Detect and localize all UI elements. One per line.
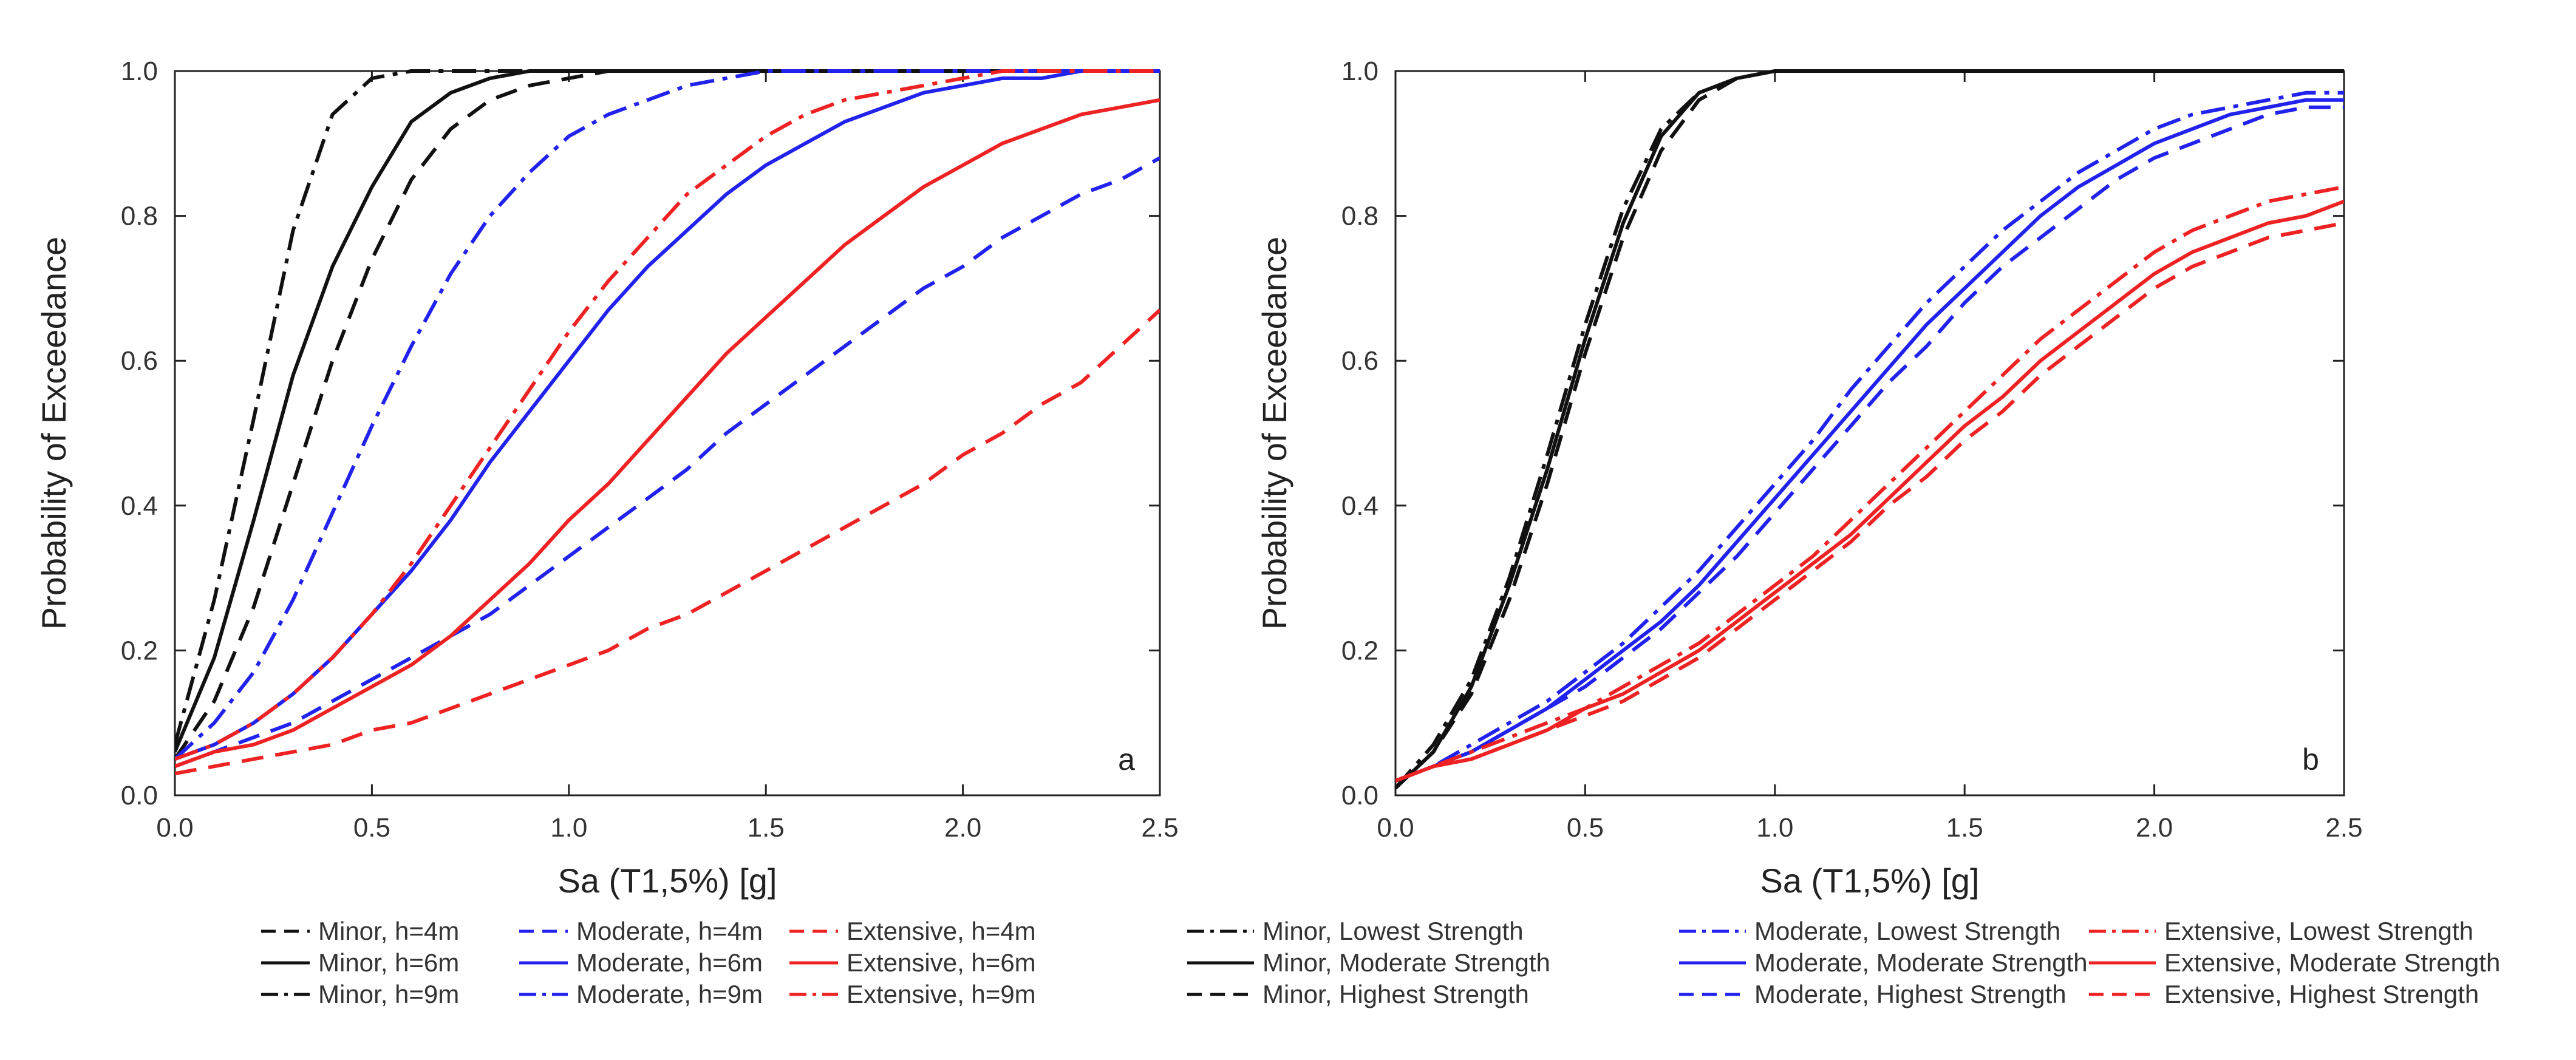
series-line-b-4 — [1395, 90, 2344, 783]
legend-label: Moderate, Lowest Strength — [1754, 917, 2060, 945]
plot-frame — [1394, 70, 2345, 797]
x-tick-label: 0.5 — [1567, 813, 1604, 843]
y-tick-label: 0.0 — [121, 781, 158, 810]
panel-label: b — [2302, 742, 2319, 776]
series-line-b-3 — [1395, 69, 2344, 790]
y-tick-label: 0.8 — [121, 202, 158, 231]
legend-label: Extensive, h=4m — [847, 917, 1036, 945]
x-tick-label: 0.0 — [1377, 813, 1414, 843]
x-tick-label: 2.0 — [2136, 813, 2173, 843]
panel-label: a — [1118, 742, 1135, 776]
series-line-b-5 — [1395, 98, 2344, 783]
chart-panel-b: 0.0 0.5 1.0 1.5 2.0 2.5 0.0 0.2 0.4 0.6 0.8 1.0 Sa (… — [1187, 56, 2500, 1008]
legend-label: Moderate, h=9m — [576, 980, 763, 1008]
series-line-a-8 — [175, 69, 1160, 761]
y-axis-title: Probability of Exceedance — [35, 237, 73, 630]
series-line-b-6 — [1395, 105, 2344, 783]
x-tick-label: 2.5 — [1141, 813, 1178, 843]
x-tick-label: 1.0 — [550, 813, 587, 843]
legend-label: Minor, h=4m — [318, 917, 459, 945]
series-line-b-2 — [1395, 69, 2344, 790]
legend-label: Minor, h=9m — [318, 980, 459, 1008]
x-axis-title: Sa (T1,5%) [g] — [557, 861, 777, 900]
series-line-a-7 — [175, 69, 1160, 746]
y-tick-label: 0.8 — [1341, 202, 1378, 231]
legend-label: Minor, Highest Strength — [1262, 980, 1529, 1008]
y-tick-label: 0.4 — [121, 491, 158, 521]
series-group — [1395, 69, 2344, 790]
series-line-b-1 — [1395, 69, 2344, 790]
series-group — [175, 69, 1160, 776]
series-line-a-2 — [175, 156, 1160, 769]
legend-label: Extensive, Moderate Strength — [2164, 948, 2500, 977]
x-axis-title: Sa (T1,5%) [g] — [1760, 861, 1979, 900]
series-line-a-9 — [175, 69, 1160, 761]
legend-label: Extensive, h=6m — [847, 948, 1036, 977]
y-tick-label: 0.2 — [1341, 636, 1378, 665]
y-tick-label: 0.4 — [1341, 491, 1378, 521]
series-line-a-1 — [175, 69, 1160, 760]
legend-b: Minor, Lowest Strength Minor, Moderate St… — [1187, 917, 2500, 1008]
x-tick-label: 2.5 — [2325, 813, 2362, 843]
legend-label: Minor, h=6m — [318, 948, 459, 977]
series-line-a-6 — [175, 98, 1160, 769]
y-tick-label: 0.0 — [1341, 781, 1378, 810]
x-tick-label: 1.5 — [1946, 813, 1983, 843]
plot-frame — [174, 70, 1161, 797]
legend-label: Moderate, Highest Strength — [1754, 980, 2067, 1008]
legend-a: Minor, h=4m Moderate, h=4m Extensive, h=4m… — [261, 917, 1036, 1008]
series-line-b-9 — [1395, 221, 2344, 783]
legend-label: Moderate, h=6m — [576, 948, 763, 977]
legend-label: Extensive, Highest Strength — [2164, 980, 2479, 1008]
x-tick-label: 0.0 — [156, 813, 193, 843]
series-line-a-5 — [175, 69, 1160, 761]
series-line-b-7 — [1395, 185, 2344, 783]
y-tick-label: 1.0 — [121, 56, 158, 86]
x-tick-label: 1.5 — [748, 813, 785, 843]
y-axis-title: Probability of Exceedance — [1255, 237, 1293, 630]
legend-label: Extensive, Lowest Strength — [2164, 917, 2473, 945]
legend-label: Moderate, Moderate Strength — [1754, 948, 2088, 977]
x-tick-label: 2.0 — [944, 813, 981, 843]
series-line-b-8 — [1395, 199, 2344, 783]
legend-label: Minor, Lowest Strength — [1262, 917, 1524, 945]
legend-label: Minor, Moderate Strength — [1262, 948, 1550, 977]
x-tick-label: 0.5 — [353, 813, 390, 843]
series-line-a-3 — [175, 308, 1160, 776]
y-tick-label: 0.6 — [1341, 346, 1378, 376]
y-tick-label: 0.2 — [121, 636, 158, 665]
legend-label: Moderate, h=4m — [576, 917, 763, 945]
y-tick-label: 0.6 — [121, 346, 158, 376]
y-tick-label: 1.0 — [1341, 56, 1378, 86]
x-tick-label: 1.0 — [1756, 813, 1793, 843]
legend-label: Extensive, h=9m — [847, 980, 1036, 1008]
series-line-a-4 — [175, 69, 1160, 753]
chart-panel-a: 0.0 0.5 1.0 1.5 2.0 2.5 0.0 0.2 0.4 0.6 0.8 1.0 Sa (… — [35, 56, 1179, 1008]
